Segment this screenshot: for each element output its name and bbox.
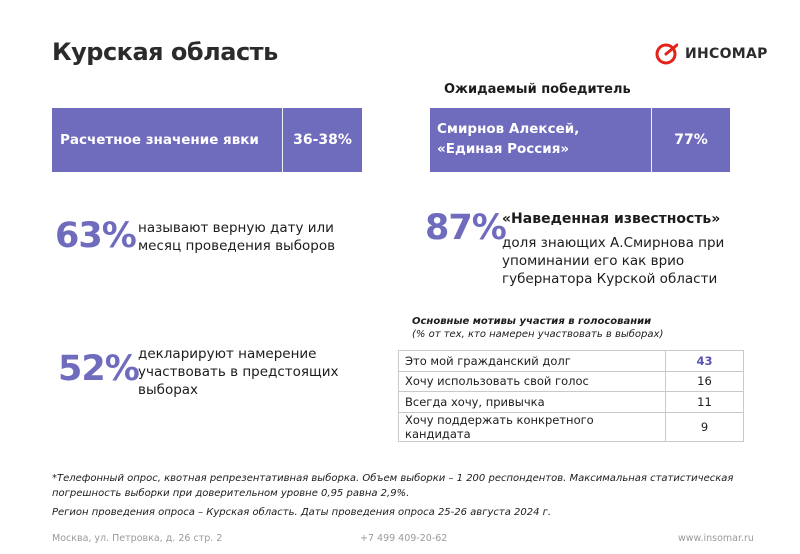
motives-note: (% от тех, кто намерен участвовать в выб… xyxy=(412,329,664,340)
logo-text: ИНСОМАР xyxy=(685,46,768,62)
insomar-logo: ИНСОМАР xyxy=(654,42,768,66)
turnout-box: Расчетное значение явки 36-38% xyxy=(52,108,362,172)
date-awareness-desc: называют верную дату или месяц проведени… xyxy=(138,219,335,255)
footnote-line: *Телефонный опрос, квотная репрезентатив… xyxy=(52,473,734,484)
table-row: Всегда хочу, привычка 11 xyxy=(398,391,744,413)
turnout-divider xyxy=(282,108,283,172)
motive-value: 9 xyxy=(665,411,744,442)
footer-address: Москва, ул. Петровка, д. 26 стр. 2 xyxy=(52,533,223,544)
motive-value: 16 xyxy=(665,370,744,392)
motives-table: Это мой гражданский долг 43 Хочу использ… xyxy=(398,350,744,442)
motive-label: Это мой гражданский долг xyxy=(398,350,666,372)
table-row: Хочу использовать свой голос 16 xyxy=(398,370,744,392)
motive-value: 43 xyxy=(665,350,744,372)
winner-value: 77% xyxy=(674,132,708,148)
turnout-label: Расчетное значение явки xyxy=(60,132,259,148)
table-row: Это мой гражданский долг 43 xyxy=(398,350,744,372)
motive-label: Хочу поддержать конкретного кандидата xyxy=(398,411,666,442)
date-awareness-line: месяц проведения выборов xyxy=(138,238,336,255)
recognition-line: упоминании его как врио xyxy=(502,253,685,270)
participation-percent: 52% xyxy=(58,349,140,389)
winner-heading: Ожидаемый победитель xyxy=(444,82,631,97)
participation-desc: декларируют намерение участвовать в пред… xyxy=(138,345,339,400)
participation-line: участвовать в предстоящих xyxy=(138,364,339,381)
recognition-desc: доля знающих А.Смирнова при упоминании е… xyxy=(502,234,724,289)
table-row: Хочу поддержать конкретного кандидата 9 xyxy=(398,411,744,442)
participation-line: декларируют намерение xyxy=(138,346,317,362)
winner-party: «Единая Россия» xyxy=(437,141,570,157)
footer-phone: +7 499 409-20-62 xyxy=(360,533,448,544)
winner-box: Смирнов Алексей, «Единая Россия» 77% xyxy=(430,108,730,172)
motive-label: Всегда хочу, привычка xyxy=(398,391,666,413)
motives-title: Основные мотивы участия в голосовании xyxy=(412,316,652,327)
recognition-line: доля знающих А.Смирнова при xyxy=(502,235,725,251)
footnote-line: погрешность выборки при доверительном ур… xyxy=(52,487,410,499)
motive-label: Хочу использовать свой голос xyxy=(398,370,666,392)
recognition-percent: 87% xyxy=(425,208,507,248)
page-title: Курская область xyxy=(52,38,278,66)
region-footnote: Регион проведения опроса – Курская облас… xyxy=(52,507,552,518)
winner-divider xyxy=(651,108,652,172)
recognition-title: «Наведенная известность» xyxy=(502,211,721,227)
footer-site: www.insomar.ru xyxy=(678,533,754,544)
recognition-line: губернатора Курской области xyxy=(502,271,718,288)
methodology-footnote: *Телефонный опрос, квотная репрезентатив… xyxy=(52,472,752,501)
motive-value: 11 xyxy=(665,391,744,413)
insomar-logo-icon xyxy=(655,43,678,65)
turnout-value: 36-38% xyxy=(293,132,352,148)
winner-label: Смирнов Алексей, «Единая Россия» xyxy=(430,108,651,172)
winner-name: Смирнов Алексей, xyxy=(437,121,580,138)
date-awareness-percent: 63% xyxy=(55,216,137,256)
participation-line: выборах xyxy=(138,382,199,399)
date-awareness-line: называют верную дату или xyxy=(138,220,334,236)
